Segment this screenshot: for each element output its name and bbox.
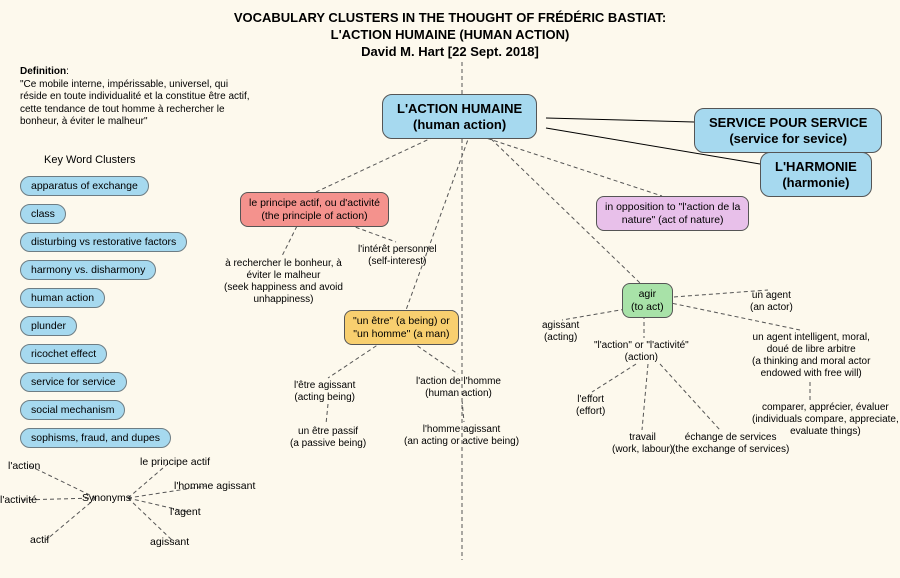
node-harm: L'HARMONIE(harmonie) — [760, 152, 872, 197]
textnode-bonheur: à rechercher le bonheur, àéviter le malh… — [224, 258, 343, 306]
keyword-pill[interactable]: human action — [20, 288, 105, 308]
node-principe: le principe actif, ou d'activité(the pri… — [240, 192, 389, 227]
page-title: VOCABULARY CLUSTERS IN THE THOUGHT OF FR… — [0, 0, 900, 61]
keyword-pill[interactable]: disturbing vs restorative factors — [20, 232, 187, 252]
textnode-effort: l'effort(effort) — [576, 394, 605, 418]
synonym-item: agissant — [150, 536, 189, 548]
node-sps: SERVICE POUR SERVICE(service for sevice) — [694, 108, 882, 153]
synonym-item: l'homme agissant — [174, 480, 255, 492]
textnode-hommeag: l'homme agissant(an acting or active bei… — [404, 424, 519, 448]
keyword-pill[interactable]: social mechanism — [20, 400, 125, 420]
synonym-item: l'activité — [0, 494, 37, 506]
definition-label: Definition — [20, 66, 66, 77]
keyword-list: apparatus of exchange class disturbing vs … — [20, 176, 187, 456]
synonym-item: l'action — [8, 460, 40, 472]
definition-text: "Ce mobile interne, impérissable, univer… — [20, 79, 250, 128]
textnode-agissant: agissant(acting) — [542, 320, 579, 344]
keyword-pill[interactable]: service for service — [20, 372, 127, 392]
synonyms-center: Synonyms — [82, 492, 131, 504]
synonym-item: l'agent — [170, 506, 201, 518]
keyword-header: Key Word Clusters — [44, 154, 136, 166]
textnode-passif: un être passif(a passive being) — [290, 426, 366, 450]
keyword-pill[interactable]: class — [20, 204, 66, 224]
keyword-pill[interactable]: sophisms, fraud, and dupes — [20, 428, 171, 448]
textnode-etreag: l'être agissant(acting being) — [294, 380, 355, 404]
node-root: L'ACTION HUMAINE(human action) — [382, 94, 537, 139]
title-line1: VOCABULARY CLUSTERS IN THE THOUGHT OF FR… — [0, 10, 900, 27]
textnode-agentint: un agent intelligent, moral,doué de libr… — [752, 332, 870, 380]
keyword-pill[interactable]: ricochet effect — [20, 344, 107, 364]
textnode-travail: travail(work, labour) — [612, 432, 673, 456]
synonym-item: actif — [30, 534, 49, 546]
keyword-pill[interactable]: harmony vs. disharmony — [20, 260, 156, 280]
keyword-pill[interactable]: plunder — [20, 316, 77, 336]
keyword-pill[interactable]: apparatus of exchange — [20, 176, 149, 196]
textnode-actionhomme: l'action de l'homme(human action) — [416, 376, 501, 400]
textnode-interet: l'intérêt personnel(self-interest) — [358, 244, 437, 268]
node-etre: "un être" (a being) or"un homme" (a man) — [344, 310, 459, 345]
synonym-item: le principe actif — [140, 456, 210, 468]
node-opposition: in opposition to "l'action de lanature" … — [596, 196, 749, 231]
node-agir: agir(to act) — [622, 283, 673, 318]
textnode-actionact: "l'action" or "l'activité"(action) — [594, 340, 689, 364]
textnode-comparer: comparer, apprécier, évaluer(individuals… — [752, 402, 899, 438]
definition-block: Definition: "Ce mobile interne, impériss… — [20, 66, 250, 129]
title-line3: David M. Hart [22 Sept. 2018] — [0, 44, 900, 61]
title-line2: L'ACTION HUMAINE (HUMAN ACTION) — [0, 27, 900, 44]
textnode-agent: un agent(an actor) — [750, 290, 793, 314]
